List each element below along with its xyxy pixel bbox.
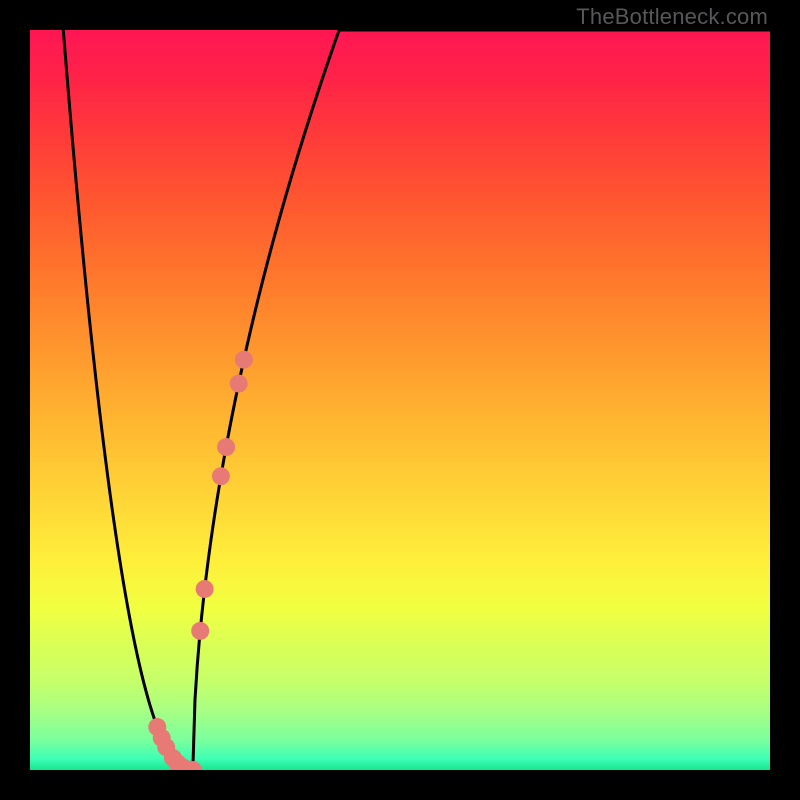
- chart-frame: TheBottleneck.com: [0, 0, 800, 800]
- data-point-marker: [196, 580, 214, 598]
- bottleneck-curve-layer: [30, 30, 770, 770]
- marker-group: [148, 351, 253, 770]
- bottleneck-curve: [63, 30, 770, 770]
- watermark-text: TheBottleneck.com: [576, 4, 768, 30]
- data-point-marker: [230, 375, 248, 393]
- data-point-marker: [235, 351, 253, 369]
- data-point-marker: [217, 438, 235, 456]
- plot-area: [30, 30, 770, 770]
- data-point-marker: [191, 622, 209, 640]
- data-point-marker: [212, 467, 230, 485]
